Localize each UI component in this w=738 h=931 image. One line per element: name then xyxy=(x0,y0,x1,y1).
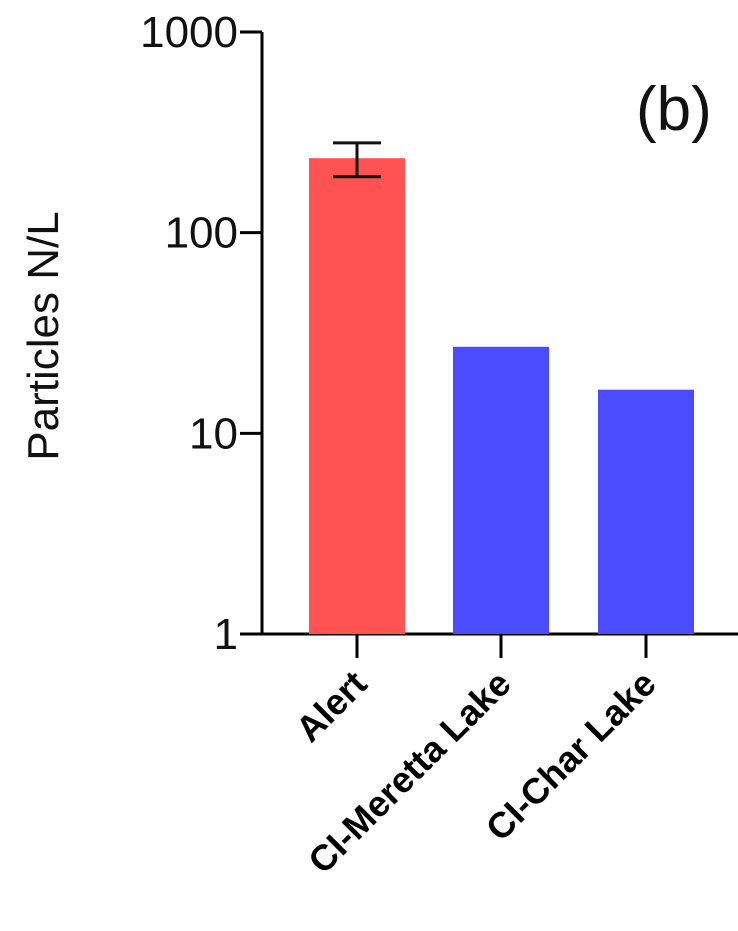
y-axis-ticks: 1 10 100 1000 xyxy=(140,8,262,659)
bars xyxy=(309,158,694,634)
panel-label: (b) xyxy=(636,75,712,144)
x-category-label: Alert xyxy=(288,663,375,750)
bar-ci-char-lake xyxy=(598,389,694,634)
y-tick-label: 1 xyxy=(214,610,238,659)
bar-alert xyxy=(309,158,405,634)
y-tick-label: 100 xyxy=(165,209,238,258)
error-bar xyxy=(333,141,381,179)
y-axis-label: Particles N/L xyxy=(19,211,68,460)
error-bars xyxy=(333,141,381,179)
y-tick-label: 1000 xyxy=(140,8,238,57)
y-tick-label: 10 xyxy=(189,409,238,458)
bar-ci-meretta-lake xyxy=(453,346,549,634)
